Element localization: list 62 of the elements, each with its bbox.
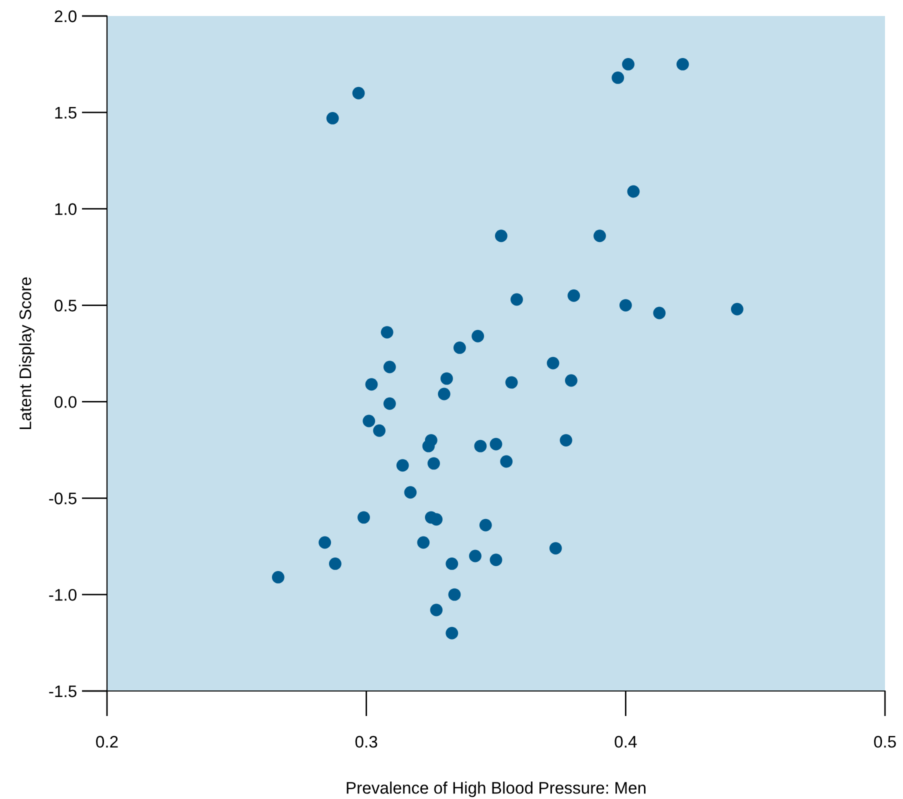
point [438, 388, 450, 400]
point [430, 513, 443, 526]
point [404, 486, 417, 499]
point [549, 542, 562, 554]
point [619, 299, 632, 312]
y-tick-label: 0.5 [54, 300, 76, 312]
point [383, 397, 396, 410]
point [494, 230, 508, 242]
point [627, 185, 640, 198]
point [365, 378, 378, 391]
point [505, 376, 518, 389]
y-tick-label: 2.0 [54, 10, 76, 22]
y-tick-label: -0.5 [49, 492, 76, 504]
point [352, 86, 365, 100]
point [362, 414, 376, 428]
point [326, 112, 339, 124]
point [622, 58, 634, 70]
point [472, 330, 484, 342]
point [383, 360, 396, 374]
point [510, 293, 523, 306]
point [430, 604, 443, 616]
point [676, 58, 689, 70]
point [453, 342, 466, 354]
point [474, 440, 487, 452]
y-axis-title: Latent Display Score [18, 277, 35, 430]
x-axis-title: Prevalence of High Blood Pressure: Men [346, 782, 646, 798]
point [422, 440, 435, 452]
point [560, 434, 572, 446]
x-tick-label: 0.3 [355, 736, 378, 748]
point [568, 289, 580, 302]
x-tick-label: 0.2 [96, 736, 118, 748]
point [428, 457, 440, 470]
x-tick-label: 0.5 [874, 736, 896, 748]
point [329, 558, 342, 570]
point [490, 438, 502, 450]
y-tick-label: 1.5 [55, 107, 76, 119]
point [730, 302, 744, 316]
point [396, 459, 409, 472]
point [653, 306, 666, 320]
point [446, 626, 458, 640]
point [318, 536, 332, 549]
point [358, 511, 370, 524]
y-tick-label: 1.0 [55, 203, 76, 216]
y-tick-label: 0.0 [54, 396, 76, 408]
y-tick-label: -1.5 [49, 686, 76, 698]
point [448, 588, 461, 601]
point [479, 518, 492, 532]
point [564, 374, 578, 387]
point [446, 558, 458, 570]
y-tick-label: -1.0 [49, 588, 76, 601]
point [490, 554, 502, 566]
point [500, 455, 513, 468]
point [272, 571, 284, 584]
point [594, 230, 606, 242]
point [469, 550, 482, 562]
point [417, 536, 430, 549]
point [440, 372, 453, 385]
point [612, 72, 624, 84]
point [546, 356, 560, 370]
point [373, 424, 386, 437]
x-tick-label: 0.4 [614, 736, 637, 748]
point [380, 326, 394, 338]
